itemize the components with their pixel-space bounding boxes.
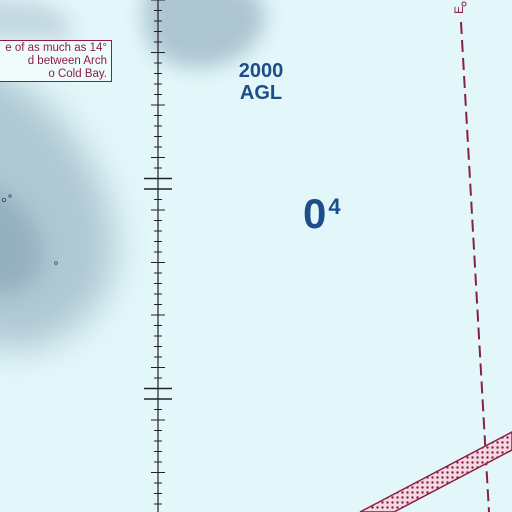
terrain-shading	[0, 0, 266, 351]
altitude-value: 2000	[238, 60, 284, 82]
note-line: d between Arch	[27, 55, 107, 67]
dotted-area-band	[359, 431, 512, 512]
islets	[2, 194, 58, 265]
altitude-unit: AGL	[239, 82, 283, 104]
maximum-elevation-figure: 04	[303, 190, 341, 237]
altitude-label: 2000 AGL	[226, 60, 296, 104]
magnetic-variation-note: e of as much as 14° d between Arch o Col…	[0, 40, 112, 82]
meridian-tick-line	[144, 0, 172, 512]
note-line: e of as much as 14°	[5, 42, 107, 54]
mef-thousands: 0	[303, 190, 327, 237]
mef-hundreds: 4	[328, 194, 341, 219]
note-line: o Cold Bay.	[48, 68, 107, 80]
